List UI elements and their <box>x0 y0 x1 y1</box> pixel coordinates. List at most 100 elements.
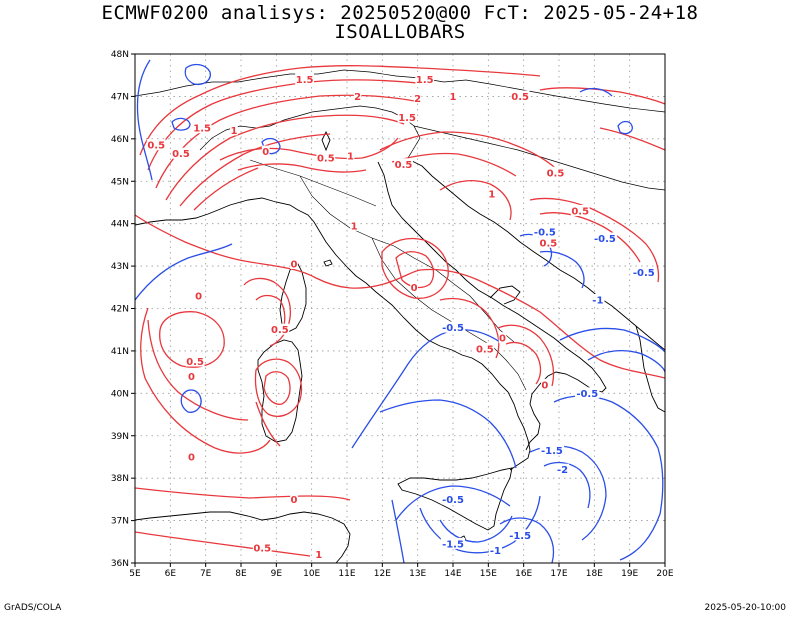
contour-label-background <box>488 187 496 199</box>
neg-contour-sicily-a <box>391 499 405 563</box>
lat-tick-label: 47N <box>111 92 129 102</box>
pos-contour-alps-d <box>165 114 405 201</box>
lon-tick-label: 9E <box>271 569 283 579</box>
pos-contour-alps-c <box>155 94 421 189</box>
positive-isallobars <box>135 65 665 557</box>
neg-contour-ionian-a <box>559 327 665 353</box>
positive-contour-label: 0 <box>188 452 195 463</box>
pos-contour-sardinia-c <box>255 401 281 447</box>
positive-contour-label: 2 <box>354 92 361 103</box>
positive-contour-label: 0.5 <box>571 206 589 217</box>
positive-contour-label: 2 <box>414 94 421 105</box>
contour-label-background <box>187 450 196 462</box>
positive-contour-label: 0 <box>541 380 548 391</box>
lon-tick-label: 19E <box>621 569 638 579</box>
lat-tick-label: 40N <box>111 389 129 399</box>
pos-contour-05-west <box>147 319 249 421</box>
negative-contour-label: -0.5 <box>576 389 598 400</box>
contour-label-background <box>397 111 417 123</box>
lat-tick-label: 37N <box>111 517 129 527</box>
contour-label-background <box>394 158 413 170</box>
contour-label-background <box>261 145 270 157</box>
lon-tick-label: 7E <box>200 569 212 579</box>
pos-contour-corsica-b <box>255 294 286 333</box>
contour-label-background <box>591 294 605 306</box>
positive-contour-label: 0.5 <box>147 141 165 152</box>
sardinia <box>257 339 303 443</box>
positive-contour-label: 1.5 <box>398 113 416 124</box>
contour-label-background <box>488 544 502 556</box>
negative-contour-label: -0.5 <box>594 234 616 245</box>
positive-contour-label: 0.5 <box>476 344 494 355</box>
positive-contour-label: 1 <box>450 92 457 103</box>
contour-label-background <box>413 92 422 104</box>
lat-tick-label: 46N <box>111 135 129 145</box>
neg-contour-small-ring-2 <box>617 120 633 135</box>
pos-contour-ne-edge <box>539 87 665 105</box>
contour-label-background <box>555 463 570 475</box>
positive-contour-label: 1.5 <box>193 124 211 135</box>
pos-contour-sardinia-a <box>254 358 303 417</box>
contour-labels: 0 0.5 0 0 0 0.5 1 0.5 0 0.5 0.5 1.5 1 0 0.5 1 1.5 2 1.5 2 1 0… <box>146 73 656 561</box>
lon-tick-label: 17E <box>550 569 567 579</box>
lon-tick-label: 5E <box>129 569 141 579</box>
footer-timestamp: 2025-05-20-10:00 <box>704 603 787 613</box>
contour-label-background <box>449 90 457 102</box>
positive-contour-label: 0 <box>262 147 269 158</box>
neg-contour-sicily-c <box>439 515 513 543</box>
positive-contour-label: 0.5 <box>317 153 335 164</box>
positive-contour-label: 0.5 <box>547 168 565 179</box>
contour-label-background <box>592 232 618 244</box>
contour-label-background <box>541 378 549 390</box>
lon-tick-label: 12E <box>374 569 391 579</box>
negative-contour-label: -1 <box>592 296 603 307</box>
positive-contour-label: 0.5 <box>271 325 289 336</box>
contour-label-background <box>346 149 355 161</box>
negative-contour-label: -0.5 <box>633 268 655 279</box>
lat-tick-label: 36N <box>111 559 129 569</box>
elba <box>323 259 333 267</box>
contour-label-background <box>539 236 558 248</box>
neg-contour-sicily-d <box>499 517 555 563</box>
lon-tick-label: 16E <box>515 569 532 579</box>
contour-label-background <box>290 257 298 269</box>
contour-label-background <box>440 493 466 505</box>
pos-contour-corsica-a <box>243 277 292 347</box>
pos-contour-centre-a <box>381 237 449 299</box>
graticule <box>135 54 665 563</box>
positive-contour-label: 1.5 <box>416 75 434 86</box>
ligurian-coast <box>135 209 219 226</box>
contour-label-background <box>510 90 530 102</box>
contour-label-background <box>314 548 323 560</box>
pos-contour-05-centre <box>159 311 225 368</box>
contour-label-background <box>270 323 290 335</box>
neg-contour-south-main <box>351 328 501 449</box>
lat-tick-label: 45N <box>111 177 129 187</box>
contour-label-background <box>290 493 298 505</box>
north-border <box>135 69 665 113</box>
positive-contour-label: 1 <box>488 189 495 200</box>
contour-label-background <box>440 321 466 333</box>
lat-tick-label: 41N <box>111 347 129 357</box>
lon-tick-label: 18E <box>586 569 603 579</box>
contour-label-background <box>350 219 358 231</box>
contour-label-background <box>252 542 272 554</box>
neg-contour-west-edge <box>136 59 153 181</box>
negative-contour-label: -1.5 <box>509 531 531 542</box>
albania-greece-coast <box>635 325 665 413</box>
contour-label-background <box>546 166 565 178</box>
contour-label-background <box>507 529 533 541</box>
contour-label-background <box>194 289 203 301</box>
sicily <box>397 467 513 531</box>
positive-contour-label: 0 <box>411 283 418 294</box>
positive-contour-label: 0 <box>499 334 506 345</box>
pos-contour-adriatic-c <box>539 212 641 263</box>
contour-label-background <box>316 151 336 163</box>
pos-contour-sicily-strait <box>135 531 311 557</box>
contour-label-background <box>475 342 495 354</box>
pos-contour-po-b <box>237 163 367 173</box>
contour-label-background <box>539 444 565 456</box>
negative-contour-label: -1.5 <box>541 446 563 457</box>
lon-tick-label: 10E <box>303 569 320 579</box>
positive-contour-label: 1 <box>347 151 354 162</box>
